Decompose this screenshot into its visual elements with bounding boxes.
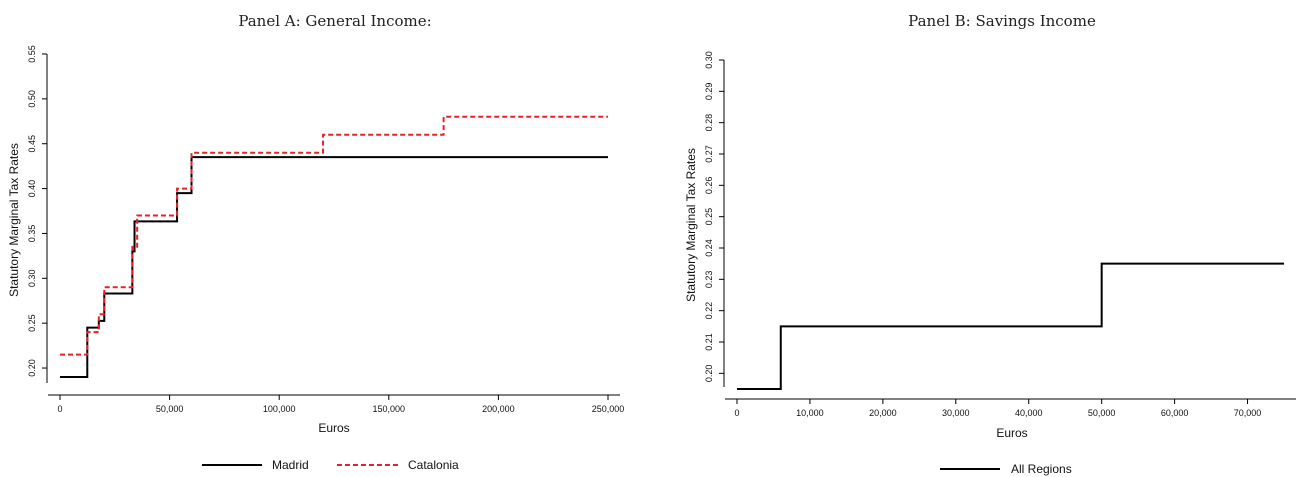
panel-b-y-axis-label: Statutory Marginal Tax Rates	[684, 148, 698, 302]
panel-b-y-tick-label: 0.20	[704, 365, 714, 383]
panel-a-x-tick-label: 200,000	[482, 404, 515, 414]
panel-a-general-income: Panel A: General Income: Euros Statutory…	[7, 12, 624, 472]
panel-a-x-tick-label: 50,000	[156, 404, 184, 414]
panel-a-x-tick-label: 150,000	[373, 404, 406, 414]
panel-b-x-tick-label: 20,000	[869, 408, 897, 418]
panel-b-y-tick-label: 0.25	[704, 208, 714, 226]
panel-b-savings-income: Panel B: Savings Income Euros Statutory …	[684, 12, 1296, 476]
legend-label-madrid: Madrid	[272, 458, 309, 472]
series-line-catalonia	[60, 115, 608, 356]
panel-b-x-tick-label: 0	[734, 408, 739, 418]
legend-label-catalonia: Catalonia	[408, 458, 459, 472]
panel-b-y-tick-label: 0.30	[704, 51, 714, 69]
panel-a-series-lines	[60, 115, 608, 378]
panel-b-y-tick-label: 0.21	[704, 333, 714, 351]
panel-a-x-tick-label: 250,000	[592, 404, 625, 414]
panel-a-y-axis-label: Statutory Marginal Tax Rates	[7, 143, 21, 297]
panel-b-series-lines	[737, 262, 1284, 390]
series-line-madrid	[60, 156, 608, 378]
panel-b-y-tick-label: 0.23	[704, 271, 714, 289]
panel-a-y-tick-label: 0.55	[27, 45, 37, 63]
series-line-all-regions	[737, 262, 1284, 390]
panel-b-y-tick-label: 0.26	[704, 177, 714, 195]
panel-a-y-tick-label: 0.30	[27, 270, 37, 288]
panel-a-x-axis-label: Euros	[318, 421, 349, 435]
panel-b-x-tick-label: 10,000	[796, 408, 824, 418]
panel-b-legend: All Regions	[940, 462, 1072, 476]
panel-b-y-tick-label: 0.22	[704, 302, 714, 320]
panel-a-axes: 0 50,000 100,000 150,000 200,000 250,000 0.20 0…	[27, 45, 624, 414]
panel-b-x-axis-label: Euros	[996, 426, 1027, 440]
panel-b-y-tick-label: 0.24	[704, 239, 714, 257]
panel-a-title: Panel A: General Income:	[238, 12, 431, 30]
panel-a-y-tick-label: 0.25	[27, 314, 37, 332]
panel-b-title: Panel B: Savings Income	[908, 12, 1096, 30]
panel-a-y-tick-label: 0.40	[27, 180, 37, 198]
panel-a-x-tick-label: 0	[57, 404, 62, 414]
panel-a-y-tick-label: 0.50	[27, 90, 37, 108]
panel-a-y-tick-label: 0.35	[27, 225, 37, 243]
panel-a-y-tick-label: 0.20	[27, 359, 37, 377]
panel-a-legend: Madrid Catalonia	[202, 458, 459, 472]
panel-b-y-tick-label: 0.28	[704, 114, 714, 132]
legend-label-all-regions: All Regions	[1011, 462, 1072, 476]
panel-b-x-tick-label: 40,000	[1015, 408, 1043, 418]
panel-b-y-tick-label: 0.29	[704, 83, 714, 101]
panel-b-x-tick-label: 50,000	[1088, 408, 1116, 418]
panel-b-axes: 0 10,000 20,000 30,000 40,000 50,000 60,000 70,…	[704, 51, 1296, 418]
panel-b-y-tick-label: 0.27	[704, 145, 714, 163]
panel-b-x-tick-label: 70,000	[1234, 408, 1262, 418]
panel-a-y-tick-label: 0.45	[27, 135, 37, 153]
panel-b-x-tick-label: 60,000	[1161, 408, 1189, 418]
panel-a-x-tick-label: 100,000	[263, 404, 296, 414]
panel-b-x-tick-label: 30,000	[942, 408, 970, 418]
